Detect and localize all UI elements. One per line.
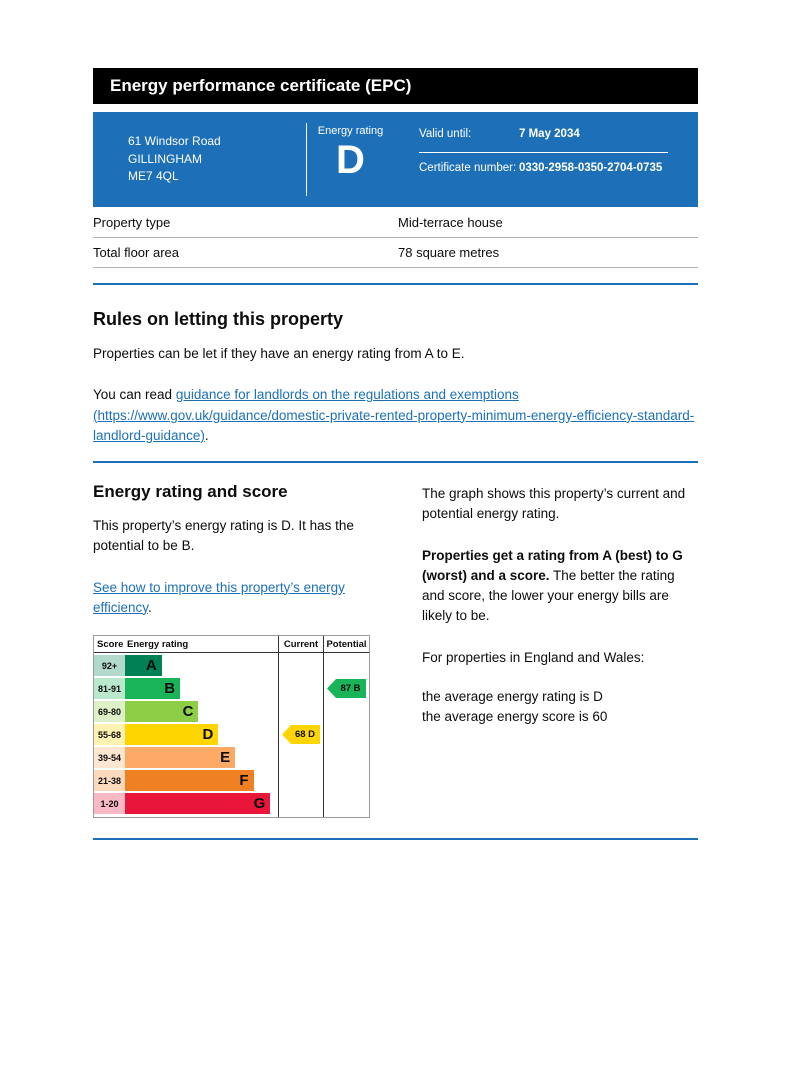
chart-column-current: Current [278,636,323,652]
guidance-text-prefix: You can read [93,387,176,403]
band-bar: E [125,747,236,768]
chart-column-energy-rating: Energy rating [127,638,189,650]
epc-band-e: 39-54 E [94,747,278,768]
property-type-label: Property type [93,215,171,230]
rating-bands: 92+ A 81-91 B 69-80 C 55-68 [94,653,278,817]
band-score-label: 1-20 [94,793,125,814]
landlord-guidance-link[interactable]: guidance for landlords on the regulation… [93,387,695,443]
band-letter: F [239,772,249,789]
improve-efficiency-link[interactable]: See how to improve this property’s energ… [93,579,345,615]
page-title: Energy performance certificate (EPC) [93,68,698,104]
energy-rating-letter: D [336,138,365,182]
england-wales-paragraph: For properties in England and Wales: [422,649,645,665]
property-address: 61 Windsor Road GILLINGHAM ME7 4QL [93,112,306,207]
potential-rating-marker: 87 B [327,679,366,698]
band-letter: G [253,795,266,812]
certificate-number-value: 0330-2958-0350-2704-0735 [519,161,663,174]
band-bar: F [125,770,254,791]
letting-paragraph: Properties can be let if they have an en… [93,346,465,361]
current-rating-column: 68 D [278,653,323,817]
table-row: Property type Mid-terrace house [93,208,698,238]
epc-rating-chart: Score Energy rating Current Potential 92… [93,635,370,818]
epc-band-g: 1-20 G [94,793,278,814]
valid-until-value: 7 May 2034 [519,128,580,140]
floor-area-value: 78 square metres [398,245,500,260]
band-bar: D [125,724,219,745]
table-row: Total floor area 78 square metres [93,238,698,268]
rating-section-heading: Energy rating and score [93,482,288,501]
rating-paragraph: This property’s energy rating is D. It h… [93,518,354,554]
averages-block: the average energy rating is D the avera… [422,687,698,728]
band-letter: C [182,703,194,720]
chart-column-potential: Potential [323,636,369,652]
band-score-label: 55-68 [94,724,125,745]
band-bar: G [125,793,271,814]
letting-guidance-paragraph: You can read guidance for landlords on t… [93,385,698,446]
graph-explainer-column: The graph shows this property’s current … [422,482,698,818]
property-type-value: Mid-terrace house [398,215,503,230]
section-divider [93,283,698,285]
chart-body: 92+ A 81-91 B 69-80 C 55-68 [94,653,369,817]
potential-rating-column: 87 B [323,653,369,817]
band-letter: E [220,749,231,766]
floor-area-label: Total floor area [93,245,179,260]
chart-column-score: Score [97,638,124,650]
band-letter: A [145,657,157,674]
improve-link-suffix: . [148,599,152,615]
graph-explainer-paragraph: The graph shows this property’s current … [422,486,686,522]
rating-explainer-bold: Properties get a rating from A (best) to… [422,547,683,583]
banner-meta-divider [419,151,668,153]
band-score-label: 69-80 [94,701,125,722]
epc-band-f: 21-38 F [94,770,278,791]
epc-band-a: 92+ A [94,655,278,676]
band-score-label: 92+ [94,655,125,676]
band-bar: A [125,655,162,676]
epc-document: Energy performance certificate (EPC) 61 … [93,68,698,840]
certificate-number-label: Certificate number: [419,161,517,174]
section-divider [93,461,698,463]
guidance-text-suffix: . [204,427,209,443]
summary-banner: 61 Windsor Road GILLINGHAM ME7 4QL Energ… [93,112,698,207]
certificate-meta: Valid until: 7 May 2034 Certificate numb… [394,112,698,207]
certificate-number-row: Certificate number: 0330-2958-0350-2704-… [419,161,668,177]
address-line-3: ME7 4QL [128,169,179,184]
band-score-label: 21-38 [94,770,125,791]
band-bar: B [125,678,181,699]
rating-and-score-section: Energy rating and score This property’s … [93,482,698,818]
banner-divider [306,123,307,196]
epc-band-c: 69-80 C [94,701,278,722]
average-score-line: the average energy score is 60 [422,709,608,724]
chart-header: Score Energy rating Current Potential [94,636,369,653]
valid-until-row: Valid until: 7 May 2034 [419,127,668,143]
band-letter: D [202,726,214,743]
band-bar: C [125,701,199,722]
epc-band-d: 55-68 D [94,724,278,745]
valid-until-label: Valid until: [419,128,472,140]
rating-explainer-rest: The better the rating and score, the low… [422,567,675,624]
rating-column: Energy rating and score This property’s … [93,482,376,818]
address-line-1: 61 Windsor Road [128,134,221,149]
band-letter: B [164,680,176,697]
energy-rating-label: Energy rating [317,125,384,137]
section-divider [93,838,698,840]
band-score-label: 81-91 [94,678,125,699]
address-line-2: GILLINGHAM [128,151,203,166]
band-score-label: 39-54 [94,747,125,768]
letting-section-heading: Rules on letting this property [93,309,344,329]
average-rating-line: the average energy rating is D [422,688,603,704]
improve-paragraph: See how to improve this property’s energ… [93,578,376,619]
property-details-table: Property type Mid-terrace house Total fl… [93,208,698,268]
rating-explainer-paragraph: Properties get a rating from A (best) to… [422,546,698,627]
epc-band-b: 81-91 B [94,678,278,699]
current-rating-marker: 68 D [282,725,320,744]
energy-rating-box: Energy rating D [307,112,394,207]
